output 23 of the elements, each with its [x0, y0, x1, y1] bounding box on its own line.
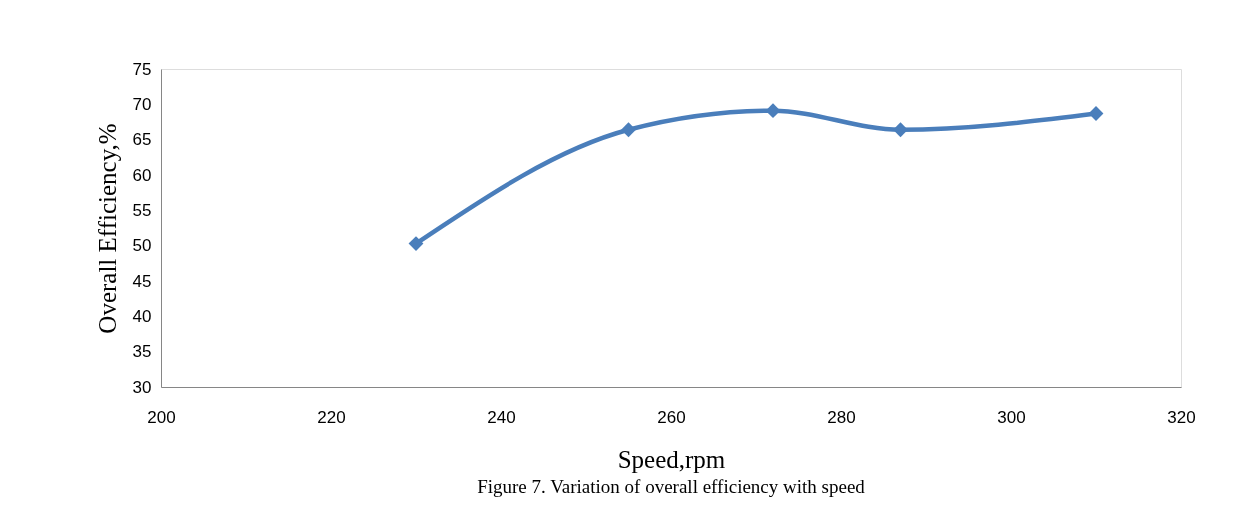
y-tick-label: 65	[132, 130, 152, 150]
y-tick-label: 40	[132, 306, 152, 326]
y-tick-label: 50	[132, 236, 152, 256]
y-tick-label: 45	[132, 271, 152, 291]
x-tick-label: 300	[997, 407, 1026, 427]
x-tick-label: 260	[657, 407, 686, 427]
x-axis-title: Speed,rpm	[617, 445, 726, 473]
point	[765, 103, 781, 119]
y-tick-label: 30	[132, 377, 152, 397]
y-tick-label: 60	[132, 165, 152, 185]
x-tick-label: 320	[1167, 407, 1196, 427]
x-tick-label: 200	[147, 407, 176, 427]
y-tick-label: 75	[132, 59, 152, 79]
x-tick-label: 240	[487, 407, 516, 427]
y-tick-label: 70	[132, 94, 152, 114]
x-tick-label: 220	[317, 407, 346, 427]
text: Figure 7. Variation of overall efficiency with speed	[477, 476, 866, 497]
y-tick-label: 35	[132, 342, 152, 362]
x-tick-label: 280	[827, 407, 856, 427]
point	[621, 122, 636, 138]
point	[893, 122, 908, 138]
y-axis-title: Overall Efficiency,%	[93, 123, 121, 334]
y-tick-label: 55	[132, 200, 152, 220]
